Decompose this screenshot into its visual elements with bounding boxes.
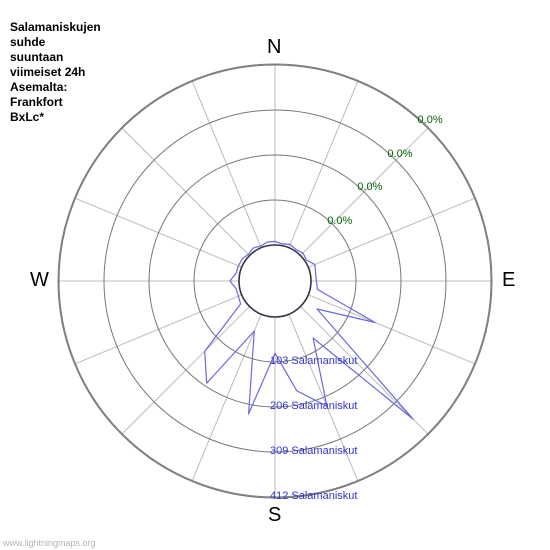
chart-title: Salamaniskujen suhde suuntaan viimeiset … xyxy=(10,20,101,125)
pct-label-ring-3: 0.0% xyxy=(387,148,412,160)
ring-label-2: 206 Salamaniskut xyxy=(270,400,357,412)
cardinal-east: E xyxy=(502,269,515,292)
pct-label-ring-4: 0.0% xyxy=(418,114,443,126)
cardinal-west: W xyxy=(30,269,49,292)
credit-text: www.lightningmaps.org xyxy=(3,538,96,548)
pct-label-ring-1: 0.0% xyxy=(327,215,352,227)
pct-label-ring-2: 0.0% xyxy=(357,181,382,193)
ring-label-3: 309 Salamaniskut xyxy=(270,445,357,457)
cardinal-north: N xyxy=(267,36,281,59)
cardinal-south: S xyxy=(268,504,281,527)
center-circle xyxy=(239,245,311,317)
ring-label-1: 103 Salamaniskut xyxy=(270,355,357,367)
chart-container: Salamaniskujen suhde suuntaan viimeiset … xyxy=(0,0,550,550)
ring-label-4: 412 Salamaniskut xyxy=(270,490,357,502)
